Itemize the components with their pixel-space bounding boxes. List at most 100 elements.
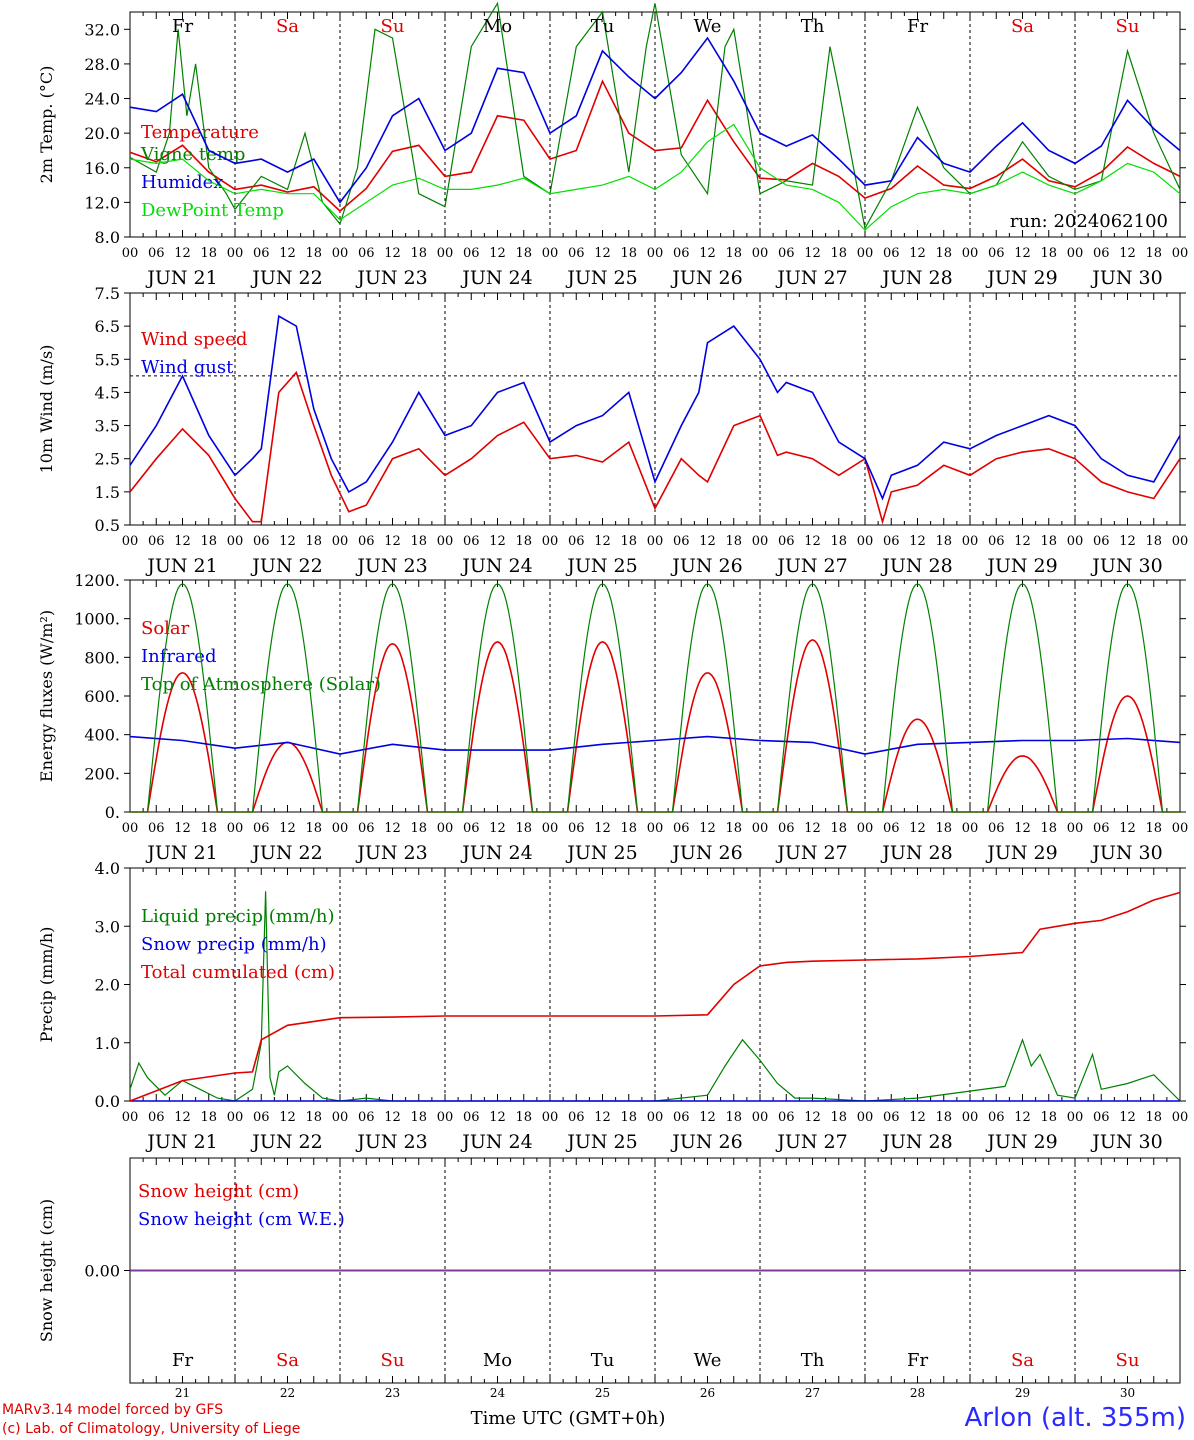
hour-tick-label: 00	[647, 534, 664, 549]
date-label: JUN 25	[565, 555, 637, 577]
legend-entry: Humidex	[141, 172, 223, 193]
panel-1: 8.0 12.0 16.0 20.0 24.0 28.0 32.0 2m Temp. (°C)…	[37, 1, 1188, 289]
y-tick-label: 200.	[84, 764, 120, 783]
hour-tick-label: 12	[279, 821, 296, 836]
y-tick-label: 7.5	[95, 284, 120, 303]
date-label: JUN 26	[670, 555, 742, 577]
hour-tick-label: 00	[1067, 1110, 1084, 1125]
weekday-label-top: Mo	[483, 16, 512, 37]
hour-tick-label: 00	[962, 821, 979, 836]
hour-tick-label: 18	[515, 246, 532, 261]
date-label: JUN 30	[1090, 842, 1162, 864]
date-label: JUN 22	[250, 842, 322, 864]
hour-tick-label: 06	[883, 534, 900, 549]
date-label: JUN 28	[880, 842, 952, 864]
y-tick-label: 1.0	[95, 1034, 120, 1053]
legend-entry: Wind speed	[141, 329, 247, 350]
hour-tick-label: 06	[463, 1110, 480, 1125]
y-tick-label: 2.5	[95, 450, 120, 469]
date-label: JUN 29	[985, 555, 1057, 577]
hour-tick-label: 00	[857, 1110, 874, 1125]
hour-tick-label: 06	[148, 246, 165, 261]
hour-tick-label: 18	[515, 534, 532, 549]
date-label: JUN 26	[670, 267, 742, 289]
hour-tick-label: 18	[200, 821, 217, 836]
hour-tick-label: 18	[620, 534, 637, 549]
hour-tick-label: 00	[437, 821, 454, 836]
hour-tick-label: 12	[594, 1110, 611, 1125]
run-label: run: 2024062100	[1010, 211, 1168, 232]
weekday-label-bottom: Th	[801, 1350, 825, 1371]
hour-tick-label: 18	[200, 534, 217, 549]
hour-tick-label: 06	[253, 246, 270, 261]
date-label: JUN 29	[985, 1131, 1057, 1153]
day-number: 21	[175, 1386, 190, 1400]
hour-tick-label: 18	[935, 534, 952, 549]
y-tick-label: 1000.	[74, 610, 120, 629]
weekday-label-top: Tu	[591, 16, 615, 37]
hour-tick-label: 06	[778, 534, 795, 549]
hour-tick-label: 18	[830, 534, 847, 549]
hour-tick-label: 18	[1145, 246, 1162, 261]
hour-tick-label: 12	[699, 1110, 716, 1125]
hour-tick-label: 12	[1014, 821, 1031, 836]
hour-tick-label: 00	[122, 1110, 139, 1125]
y-tick-label: 20.0	[84, 124, 120, 143]
legend-entry: Total cumulated (cm)	[141, 962, 335, 983]
hour-tick-label: 18	[200, 1110, 217, 1125]
hour-tick-label: 00	[122, 534, 139, 549]
hour-tick-label: 00	[542, 534, 559, 549]
credit-lab: (c) Lab. of Climatology, University of L…	[2, 1421, 301, 1437]
hour-tick-label: 06	[568, 534, 585, 549]
hour-tick-label: 06	[988, 1110, 1005, 1125]
legend-entry: Snow height (cm W.E.)	[138, 1209, 345, 1230]
weekday-label-top: Sa	[276, 16, 299, 37]
y-axis-label: 10m Wind (m/s)	[37, 345, 56, 474]
hour-tick-label: 12	[909, 821, 926, 836]
hour-tick-label: 12	[1119, 1110, 1136, 1125]
series-line	[130, 583, 1180, 813]
weekday-label-bottom: Fr	[907, 1350, 928, 1371]
hour-tick-label: 06	[358, 246, 375, 261]
date-label: JUN 21	[145, 555, 217, 577]
date-label: JUN 25	[565, 267, 637, 289]
hour-tick-label: 00	[437, 246, 454, 261]
hour-tick-label: 00	[122, 246, 139, 261]
weekday-label-bottom: Su	[1116, 1350, 1140, 1371]
hour-tick-label: 12	[384, 1110, 401, 1125]
y-tick-label: 1200.	[74, 571, 120, 590]
hour-tick-label: 06	[988, 246, 1005, 261]
hour-tick-label: 12	[1014, 246, 1031, 261]
y-tick-label: 2.0	[95, 976, 120, 995]
hour-tick-label: 06	[988, 534, 1005, 549]
y-tick-label: 3.5	[95, 417, 120, 436]
hour-tick-label: 18	[830, 821, 847, 836]
hour-tick-label: 06	[778, 821, 795, 836]
date-label: JUN 27	[775, 555, 847, 577]
y-tick-label: 800.	[84, 648, 120, 667]
y-tick-label: 32.0	[84, 20, 120, 39]
date-label: JUN 23	[355, 267, 427, 289]
weekday-label-top: Th	[801, 16, 825, 37]
hour-tick-label: 18	[935, 1110, 952, 1125]
y-tick-label: 0.	[105, 803, 120, 822]
hour-tick-label: 12	[384, 246, 401, 261]
hour-tick-label: 18	[1040, 246, 1057, 261]
hour-tick-label: 06	[568, 821, 585, 836]
hour-tick-label: 18	[1040, 821, 1057, 836]
hour-tick-label: 18	[620, 821, 637, 836]
time-axis-title: Time UTC (GMT+0h)	[471, 1408, 666, 1429]
day-number: 26	[700, 1386, 715, 1400]
hour-tick-label: 00	[1067, 246, 1084, 261]
date-label: JUN 28	[880, 1131, 952, 1153]
legend-entry: DewPoint Temp	[141, 200, 284, 221]
legend-entry: Liquid precip (mm/h)	[141, 906, 335, 927]
date-label: JUN 27	[775, 842, 847, 864]
date-label: JUN 26	[670, 1131, 742, 1153]
date-label: JUN 23	[355, 1131, 427, 1153]
hour-tick-label: 06	[883, 821, 900, 836]
y-axis-label: 2m Temp. (°C)	[37, 66, 56, 184]
hour-tick-label: 12	[594, 821, 611, 836]
date-label: JUN 22	[250, 267, 322, 289]
hour-tick-label: 00	[1172, 821, 1189, 836]
